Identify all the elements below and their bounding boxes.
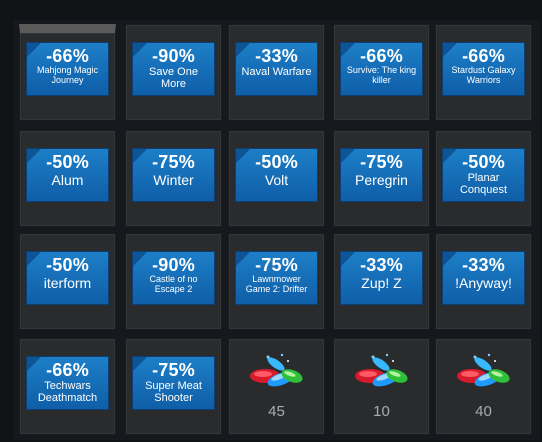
sale-item-tile[interactable]: -66% Stardust Galaxy Warriors bbox=[435, 24, 532, 121]
game-title: Planar Conquest bbox=[459, 172, 508, 197]
game-title: Mahjong Magic Journey bbox=[36, 65, 99, 85]
game-title: iterform bbox=[43, 275, 92, 291]
discount-label: -50% Alum bbox=[26, 148, 109, 202]
discount-label: -50% iterform bbox=[26, 251, 109, 305]
discount-label: -33% !Anyway! bbox=[442, 251, 525, 305]
sale-item-tile[interactable]: -75% Winter bbox=[125, 130, 222, 227]
sale-item-tile[interactable]: -33% !Anyway! bbox=[435, 233, 532, 330]
discount-percent: -66% bbox=[46, 360, 89, 380]
sale-item-tile[interactable]: -50% Planar Conquest bbox=[435, 130, 532, 227]
discount-percent: -50% bbox=[462, 152, 505, 172]
gems-reward-tile[interactable]: 10 bbox=[333, 338, 430, 435]
discount-percent: -50% bbox=[46, 255, 89, 275]
discount-percent: -75% bbox=[152, 360, 195, 380]
sale-item-tile[interactable]: -50% Alum bbox=[19, 130, 116, 227]
discount-label: -90% Castle of no Escape 2 bbox=[132, 251, 215, 305]
gems-reward-tile[interactable]: 40 bbox=[435, 338, 532, 435]
game-title: Survive: The king killer bbox=[346, 65, 417, 85]
item-grid: -66% Mahjong Magic Journey -90% Save One Mo… bbox=[14, 20, 540, 440]
discount-percent: -33% bbox=[255, 46, 298, 66]
game-title: Winter bbox=[153, 172, 194, 188]
sale-item-tile[interactable]: -75% Peregrin bbox=[333, 130, 430, 227]
game-title: Alum bbox=[51, 172, 84, 188]
discount-percent: -50% bbox=[46, 152, 89, 172]
sale-item-tile[interactable]: -75% Lawnmower Game 2: Drifter bbox=[228, 233, 325, 330]
discount-percent: -66% bbox=[462, 46, 505, 66]
discount-percent: -90% bbox=[152, 46, 195, 66]
gems-icon bbox=[455, 349, 513, 391]
sale-item-tile[interactable]: -66% Survive: The king killer bbox=[333, 24, 430, 121]
game-title: Naval Warfare bbox=[241, 66, 312, 78]
discount-label: -50% Planar Conquest bbox=[442, 148, 525, 202]
discount-label: -75% Winter bbox=[132, 148, 215, 202]
discount-label: -66% Techwars Deathmatch bbox=[26, 356, 109, 410]
game-title: Save One More bbox=[149, 66, 198, 91]
sale-item-tile[interactable]: -75% Super Meat Shooter bbox=[125, 338, 222, 435]
discount-percent: -50% bbox=[255, 152, 298, 172]
discount-label: -75% Super Meat Shooter bbox=[132, 356, 215, 410]
discount-label: -66% Stardust Galaxy Warriors bbox=[442, 42, 525, 96]
discount-label: -75% Lawnmower Game 2: Drifter bbox=[235, 251, 318, 305]
gems-count: 10 bbox=[373, 403, 390, 420]
sale-item-tile[interactable]: -66% Mahjong Magic Journey bbox=[19, 24, 116, 121]
discount-percent: -66% bbox=[46, 46, 89, 66]
game-title: Super Meat Shooter bbox=[145, 380, 202, 405]
game-title: Peregrin bbox=[355, 172, 408, 188]
discount-percent: -33% bbox=[462, 255, 505, 275]
sale-item-tile[interactable]: -33% Naval Warfare bbox=[228, 24, 325, 121]
discount-label: -66% Survive: The king killer bbox=[340, 42, 423, 96]
sale-item-tile[interactable]: -66% Techwars Deathmatch bbox=[19, 338, 116, 435]
discount-label: -90% Save One More bbox=[132, 42, 215, 96]
sale-item-tile[interactable]: -50% iterform bbox=[19, 233, 116, 330]
game-title: Stardust Galaxy Warriors bbox=[451, 65, 516, 85]
gems-count: 40 bbox=[475, 403, 492, 420]
gems-icon bbox=[353, 349, 411, 391]
discount-label: -50% Volt bbox=[235, 148, 318, 202]
sale-item-tile[interactable]: -90% Castle of no Escape 2 bbox=[125, 233, 222, 330]
discount-percent: -66% bbox=[360, 46, 403, 66]
discount-percent: -33% bbox=[360, 255, 403, 275]
game-title: Castle of no Escape 2 bbox=[149, 274, 198, 294]
discount-label: -33% Zup! Z bbox=[340, 251, 423, 305]
discount-percent: -75% bbox=[152, 152, 195, 172]
discount-percent: -90% bbox=[152, 255, 195, 275]
discount-percent: -75% bbox=[360, 152, 403, 172]
game-title: !Anyway! bbox=[455, 275, 512, 291]
sale-item-tile[interactable]: -90% Save One More bbox=[125, 24, 222, 121]
gems-count: 45 bbox=[268, 403, 285, 420]
game-title: Zup! Z bbox=[361, 275, 402, 291]
gems-icon bbox=[248, 349, 306, 391]
sale-item-tile[interactable]: -50% Volt bbox=[228, 130, 325, 227]
game-title: Lawnmower Game 2: Drifter bbox=[245, 274, 308, 294]
sale-item-tile[interactable]: -33% Zup! Z bbox=[333, 233, 430, 330]
discount-label: -75% Peregrin bbox=[340, 148, 423, 202]
discount-label: -33% Naval Warfare bbox=[235, 42, 318, 96]
discount-percent: -75% bbox=[255, 255, 298, 275]
game-title: Volt bbox=[264, 172, 289, 188]
discount-label: -66% Mahjong Magic Journey bbox=[26, 42, 109, 96]
game-title: Techwars Deathmatch bbox=[37, 380, 98, 405]
gems-reward-tile[interactable]: 45 bbox=[228, 338, 325, 435]
